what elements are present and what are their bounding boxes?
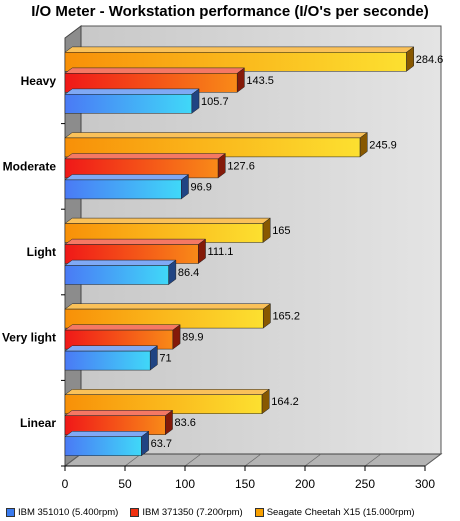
bar-end-face [359, 132, 368, 158]
category-label: Very light [2, 331, 56, 345]
bar [64, 350, 151, 371]
bar-top-face [64, 324, 181, 331]
bar-top-face [64, 410, 174, 416]
data-label: 143.5 [246, 75, 274, 87]
bar-end-face [165, 409, 173, 436]
data-label: 111.1 [208, 246, 234, 258]
legend-label: Seagate Cheetah X15 (15.000rpm) [266, 507, 415, 518]
data-label: 284.6 [416, 54, 444, 66]
legend-swatch [130, 508, 140, 517]
bar-top-face [64, 46, 415, 53]
x-depth-line [304, 453, 322, 467]
legend-label: IBM 371350 (7.200rpm) [142, 507, 243, 518]
bar-end-face [406, 46, 414, 72]
bar-top-face [64, 132, 369, 139]
bar [64, 436, 142, 456]
bar-end-face [181, 174, 189, 200]
bar-top-face [64, 217, 271, 224]
x-tick-label: 250 [355, 477, 375, 491]
bar-top-face [64, 88, 200, 95]
legend-item: Seagate Cheetah X15 (15.000rpm) [254, 507, 415, 518]
bar [64, 265, 169, 285]
x-tick-label: 150 [235, 477, 255, 491]
data-label: 71 [159, 353, 171, 365]
x-tick-label: 300 [415, 477, 435, 491]
bar-top-face [64, 389, 270, 395]
legend-swatch [254, 508, 264, 517]
data-label: 89.9 [182, 332, 203, 344]
x-depth-line [244, 453, 262, 467]
bar [64, 179, 182, 200]
category-label: Moderate [3, 159, 57, 173]
bar-top-face [64, 174, 190, 181]
bar-top-face [64, 153, 227, 160]
x-tick-label: 200 [295, 477, 315, 491]
bar-top-face [64, 67, 246, 74]
bar-top-face [64, 238, 207, 245]
data-label: 96.9 [190, 181, 211, 193]
x-depth-line [64, 453, 82, 467]
bar-end-face [262, 303, 271, 329]
bar-top-face [64, 431, 150, 437]
data-label: 83.6 [175, 417, 196, 429]
legend-item: IBM 371350 (7.200rpm) [130, 507, 243, 518]
chart-title: I/O Meter - Workstation performance (I/O… [31, 3, 429, 20]
data-label: 105.7 [201, 96, 229, 108]
bar-top-face [64, 303, 272, 310]
data-label: 165.2 [272, 311, 300, 323]
bar-end-face [261, 388, 270, 415]
x-depth-line [424, 453, 442, 467]
x-depth-line [364, 453, 382, 467]
bar-end-face [172, 324, 181, 350]
bar-end-face [191, 88, 200, 114]
bar-end-face [168, 259, 177, 285]
bar-top-face [64, 259, 177, 266]
bar-end-face [217, 153, 226, 179]
data-label: 164.2 [271, 396, 299, 408]
bar-end-face [141, 430, 149, 457]
x-tick-label: 50 [118, 477, 132, 491]
data-label: 127.6 [227, 160, 255, 172]
bar-end-face [262, 217, 271, 243]
bar [64, 94, 193, 114]
bar-end-face [198, 238, 206, 264]
x-tick-label: 0 [62, 477, 69, 491]
chart-legend: IBM 351010 (5.400rpm) IBM 371350 (7.200rp… [6, 507, 456, 518]
data-label: 86.4 [178, 267, 199, 279]
x-depth-line [124, 453, 142, 467]
category-label: Heavy [21, 74, 57, 88]
bar-end-face [149, 345, 158, 371]
bar-end-face [236, 67, 245, 93]
legend-swatch [6, 508, 15, 517]
legend-item: IBM 351010 (5.400rpm) [6, 507, 118, 518]
category-label: Linear [20, 416, 56, 430]
bar-top-face [64, 345, 159, 352]
data-label: 63.7 [151, 438, 172, 450]
data-label: 165 [272, 225, 290, 237]
category-label: Light [27, 245, 56, 259]
data-label: 245.9 [369, 139, 397, 151]
x-depth-line [184, 453, 202, 467]
x-tick-label: 100 [175, 477, 195, 491]
legend-label: IBM 351010 (5.400rpm) [18, 507, 119, 518]
